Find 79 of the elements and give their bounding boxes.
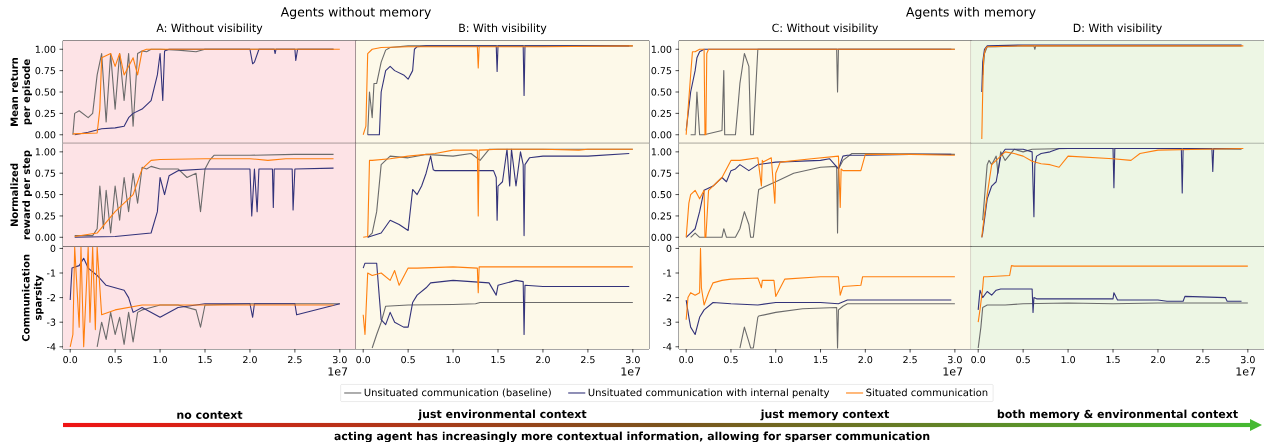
text: 1e7: [1236, 367, 1256, 376]
y-tick-label: 1.00: [35, 148, 56, 156]
y-tick-label: 0.00: [651, 233, 672, 241]
text: 1e7: [943, 367, 963, 376]
y-tick-label: 0.25: [651, 212, 672, 220]
x-tick-label: 0.5: [724, 356, 738, 364]
legend-label: Unsituated communication (baseline): [364, 388, 551, 398]
y-tick-label: 0.75: [651, 67, 672, 75]
x-tick-label: 3.0: [626, 356, 640, 364]
chart-title: A: Without visibility: [156, 23, 263, 35]
y-tick-label: 0.25: [35, 212, 56, 220]
x-tick-label: 2.0: [1151, 356, 1165, 364]
x-tick-label: 2.0: [536, 356, 550, 364]
y-tick-label: -4: [46, 343, 56, 351]
y-tick-label: 1.00: [651, 45, 672, 53]
y-tick-label: -1: [46, 269, 56, 277]
y-tick-label: -2: [46, 294, 56, 302]
text: 1e7: [328, 367, 348, 376]
legend-label: Unsituated communication with internal penalty: [588, 388, 830, 399]
x-tick-label: 1.0: [769, 356, 783, 364]
x-tick-label: 1.5: [814, 356, 828, 364]
text: Agents without memory: [280, 6, 431, 20]
x-tick-label: 2.0: [858, 356, 873, 364]
x-tick-label: 1.0: [153, 356, 167, 364]
y-axis-title: Normalized reward per step: [10, 150, 32, 240]
y-tick-label: -1: [662, 269, 672, 277]
y-tick-label: 0.50: [35, 190, 56, 199]
y-tick-label: 0.00: [651, 131, 672, 139]
x-tick-label: 0.5: [108, 356, 122, 364]
y-tick-label: 1.00: [35, 45, 56, 53]
y-tick-label: -4: [662, 343, 672, 351]
x-tick-label: 0.5: [401, 356, 415, 364]
y-tick-label: -2: [662, 294, 672, 302]
chart-title: C: Without visibility: [772, 23, 879, 35]
x-tick-label: 0.5: [1016, 356, 1030, 364]
y-tick-label: 0.00: [35, 233, 56, 241]
x-tick-label: 2.5: [903, 356, 917, 364]
x-tick-label: 0.0: [356, 356, 371, 364]
y-tick-label: -3: [46, 318, 56, 326]
y-tick-label: 0.25: [651, 109, 672, 117]
y-tick-label: 1.00: [651, 148, 672, 156]
y-tick-label: 0.75: [651, 169, 672, 177]
text: no context: [177, 411, 243, 419]
x-tick-label: 2.5: [1196, 356, 1210, 364]
text: 1e7: [621, 367, 641, 376]
x-tick-label: 0.0: [971, 356, 986, 364]
y-tick-label: -3: [662, 318, 672, 326]
x-tick-label: 2.0: [243, 356, 257, 364]
y-tick-label: 0: [50, 244, 56, 253]
x-tick-label: 1.0: [1061, 356, 1075, 364]
x-tick-label: 2.5: [581, 356, 595, 364]
y-tick-label: 0.00: [35, 131, 56, 139]
x-tick-label: 0.0: [63, 356, 78, 364]
x-tick-label: 1.5: [1106, 356, 1120, 364]
y-tick-label: 0.50: [651, 88, 672, 96]
y-tick-label: 0.50: [651, 190, 672, 199]
x-tick-label: 3.0: [1241, 356, 1255, 364]
x-tick-label: 3.0: [948, 356, 962, 364]
chart-title: D: With visibility: [1073, 23, 1162, 35]
x-tick-label: 0.0: [679, 356, 694, 364]
y-axis-title: Mean return per episode: [10, 57, 32, 126]
x-tick-label: 1.0: [446, 356, 460, 364]
y-tick-label: 0.50: [35, 88, 56, 96]
text: just memory context: [760, 409, 890, 421]
x-tick-label: 1.5: [198, 356, 212, 364]
text: acting agent has increasingly more contextual information, allowing for sparser communication: [334, 431, 930, 442]
y-tick-label: 0.75: [35, 67, 56, 75]
x-tick-label: 2.5: [288, 356, 302, 364]
x-tick-label: 3.0: [332, 356, 347, 364]
x-tick-label: 1.5: [491, 356, 505, 364]
y-tick-label: 0.25: [35, 109, 56, 117]
y-axis-title: Communication sparsity: [21, 254, 44, 342]
text: both memory & environmental context: [997, 409, 1238, 421]
chart-title: B: With visibility: [459, 23, 547, 35]
text: Agents with memory: [906, 6, 1036, 20]
legend-label: Situated communication: [866, 388, 988, 397]
y-tick-label: 0.75: [35, 169, 56, 177]
text: just environmental context: [417, 409, 587, 421]
y-tick-label: 0: [666, 244, 672, 253]
